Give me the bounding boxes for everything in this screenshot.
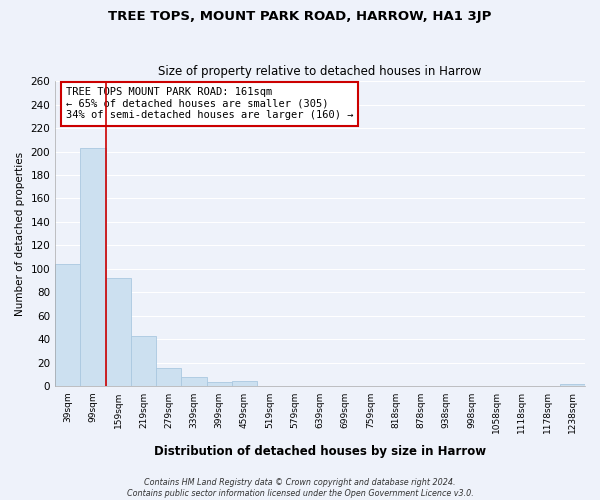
Bar bbox=[131, 336, 156, 386]
Bar bbox=[55, 264, 80, 386]
Bar bbox=[181, 377, 206, 386]
Text: TREE TOPS MOUNT PARK ROAD: 161sqm
← 65% of detached houses are smaller (305)
34%: TREE TOPS MOUNT PARK ROAD: 161sqm ← 65% … bbox=[66, 87, 353, 120]
Bar bbox=[80, 148, 106, 386]
X-axis label: Distribution of detached houses by size in Harrow: Distribution of detached houses by size … bbox=[154, 444, 486, 458]
Text: TREE TOPS, MOUNT PARK ROAD, HARROW, HA1 3JP: TREE TOPS, MOUNT PARK ROAD, HARROW, HA1 … bbox=[109, 10, 491, 23]
Bar bbox=[106, 278, 131, 386]
Y-axis label: Number of detached properties: Number of detached properties bbox=[15, 152, 25, 316]
Text: Contains HM Land Registry data © Crown copyright and database right 2024.
Contai: Contains HM Land Registry data © Crown c… bbox=[127, 478, 473, 498]
Bar bbox=[156, 368, 181, 386]
Bar bbox=[206, 382, 232, 386]
Bar bbox=[232, 380, 257, 386]
Title: Size of property relative to detached houses in Harrow: Size of property relative to detached ho… bbox=[158, 66, 482, 78]
Bar bbox=[560, 384, 585, 386]
